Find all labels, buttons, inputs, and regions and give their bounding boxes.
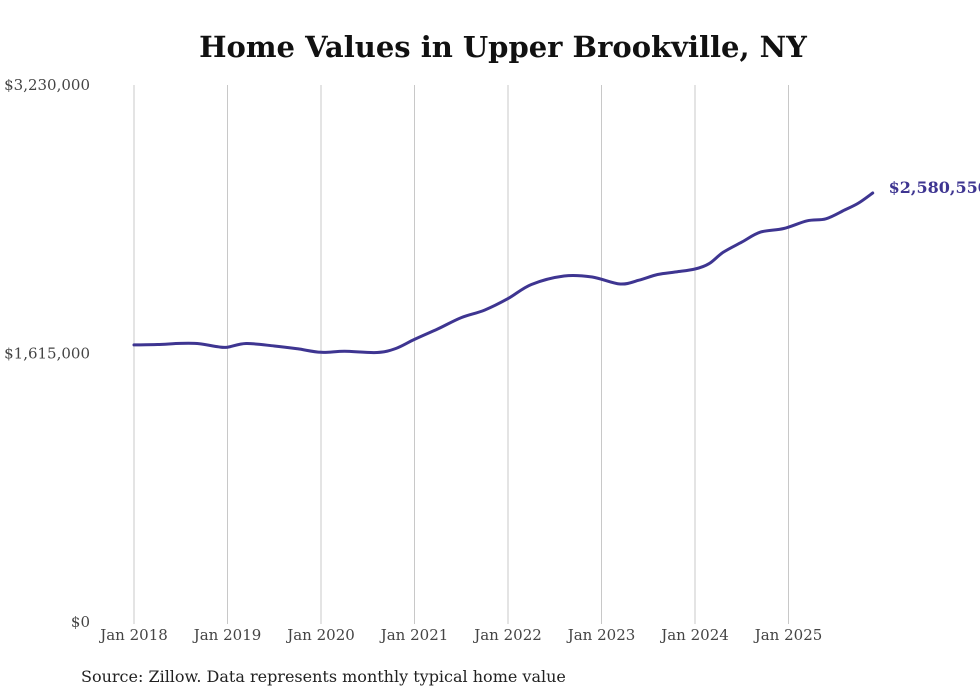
y-tick-label-0: $0 bbox=[71, 613, 90, 631]
x-tick-label-2020: Jan 2020 bbox=[285, 626, 355, 644]
x-tick-label-2018: Jan 2018 bbox=[98, 626, 168, 644]
x-axis: Jan 2018 Jan 2019 Jan 2020 Jan 2021 Jan 2022… bbox=[98, 626, 822, 644]
end-value-label: $2,580,550 bbox=[889, 178, 980, 197]
x-tick-label-2025: Jan 2025 bbox=[753, 626, 823, 644]
y-axis: $0 $1,615,000 $3,230,000 bbox=[4, 76, 90, 631]
source-note: Source: Zillow. Data represents monthly … bbox=[81, 667, 566, 686]
series-line-0 bbox=[132, 191, 875, 355]
x-tick-label-2024: Jan 2024 bbox=[659, 626, 729, 644]
x-tick-label-2022: Jan 2022 bbox=[472, 626, 542, 644]
x-tick-label-2021: Jan 2021 bbox=[379, 626, 449, 644]
y-tick-label-2: $3,230,000 bbox=[4, 76, 90, 94]
chart-title: Home Values in Upper Brookville, NY bbox=[199, 30, 807, 64]
annotation-layer: $2,580,550 bbox=[889, 178, 980, 197]
x-tick-label-2023: Jan 2023 bbox=[566, 626, 636, 644]
series-layer bbox=[132, 191, 875, 355]
x-tick-label-2019: Jan 2019 bbox=[192, 626, 262, 644]
y-tick-label-1: $1,615,000 bbox=[4, 345, 90, 363]
gridlines bbox=[133, 85, 789, 624]
